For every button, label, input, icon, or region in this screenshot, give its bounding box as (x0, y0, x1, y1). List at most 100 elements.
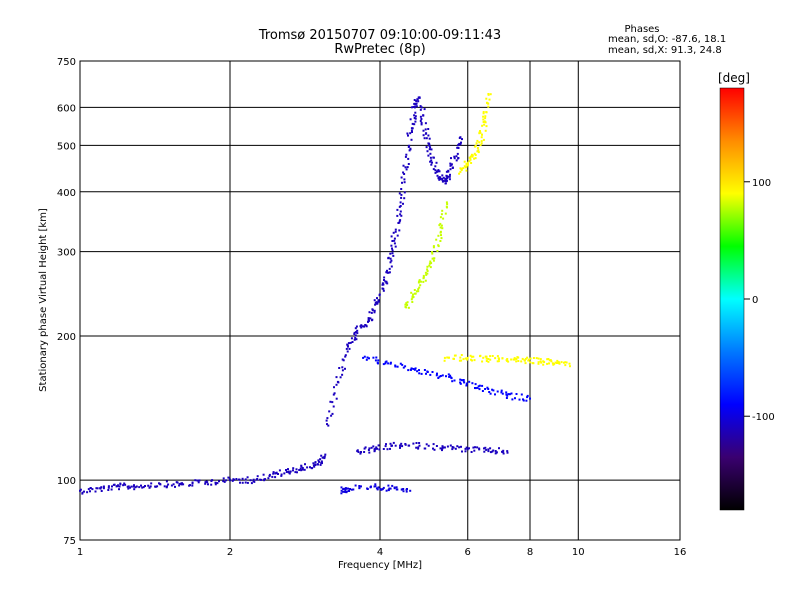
data-point (425, 372, 427, 375)
data-point (440, 224, 443, 227)
data-point (89, 490, 91, 493)
data-point (459, 382, 462, 385)
data-point (494, 393, 496, 396)
data-point (466, 448, 469, 451)
data-point (466, 164, 469, 167)
data-point (482, 121, 485, 123)
data-point (368, 357, 370, 360)
data-point (331, 401, 334, 404)
data-point (387, 362, 390, 365)
data-point (548, 362, 550, 365)
data-point (370, 311, 373, 314)
data-point (523, 359, 526, 362)
data-point (362, 356, 365, 359)
colorbar-tick-label: 100 (752, 178, 771, 189)
data-point (546, 362, 549, 365)
data-point (370, 446, 373, 449)
data-point (539, 358, 542, 361)
data-point (416, 370, 419, 373)
data-point (285, 471, 288, 473)
data-point (405, 490, 408, 493)
data-point (191, 482, 194, 485)
data-point (446, 445, 449, 448)
data-point (392, 231, 395, 234)
data-point (470, 451, 473, 453)
data-point (418, 96, 421, 99)
data-point (415, 442, 418, 444)
data-point (79, 488, 82, 491)
data-point (549, 359, 552, 362)
data-point (386, 448, 389, 451)
data-point (163, 485, 166, 488)
data-point (389, 487, 392, 490)
data-point (409, 489, 412, 492)
data-point (405, 168, 408, 171)
data-point (296, 471, 298, 474)
data-point (458, 359, 461, 362)
data-point (357, 451, 360, 453)
data-point (466, 162, 469, 165)
data-point (470, 358, 472, 361)
data-point (426, 272, 429, 275)
data-point (347, 487, 349, 490)
data-point (99, 487, 102, 490)
data-point (445, 177, 448, 180)
data-point (140, 484, 142, 487)
data-point (437, 244, 440, 247)
y-tick-label: 75 (63, 536, 76, 547)
data-point (418, 372, 421, 375)
data-point (537, 361, 540, 364)
data-point (95, 487, 98, 490)
y-tick-label: 600 (57, 103, 76, 114)
data-point (477, 149, 480, 152)
data-point (478, 384, 481, 387)
data-point (178, 483, 181, 485)
data-point (118, 485, 121, 488)
data-point (472, 355, 475, 358)
data-point (399, 213, 402, 216)
data-point (513, 358, 516, 361)
data-point (471, 382, 474, 385)
data-point (329, 400, 332, 403)
data-point (188, 484, 191, 487)
data-point (551, 362, 554, 365)
data-point (274, 476, 277, 479)
data-point (492, 389, 495, 392)
data-point (381, 282, 384, 285)
data-point (457, 147, 460, 149)
data-point (314, 464, 317, 466)
data-point (382, 448, 385, 450)
data-point (412, 293, 414, 296)
data-point (459, 381, 462, 384)
data-point (435, 170, 438, 173)
data-point (148, 486, 151, 489)
data-point (403, 197, 406, 200)
data-point (356, 329, 359, 332)
data-point (451, 448, 454, 451)
data-point (449, 162, 452, 165)
data-point (419, 105, 422, 108)
data-point (434, 165, 437, 168)
data-point (225, 479, 228, 482)
data-point (511, 398, 514, 401)
data-point (479, 354, 482, 357)
data-point (241, 477, 244, 480)
data-point (487, 388, 490, 390)
data-point (446, 177, 449, 179)
data-point (345, 347, 348, 350)
y-tick-label: 200 (57, 332, 76, 343)
data-point (235, 478, 238, 480)
data-point (292, 469, 294, 472)
data-point (535, 357, 538, 360)
data-point (426, 150, 429, 153)
data-point (454, 447, 457, 450)
data-point (394, 228, 397, 231)
data-point (399, 219, 402, 222)
data-point (391, 240, 394, 242)
data-point (479, 130, 481, 132)
data-point (256, 475, 259, 478)
data-point (505, 359, 508, 362)
data-point (445, 375, 447, 378)
data-point (231, 479, 234, 482)
data-point (403, 173, 406, 175)
